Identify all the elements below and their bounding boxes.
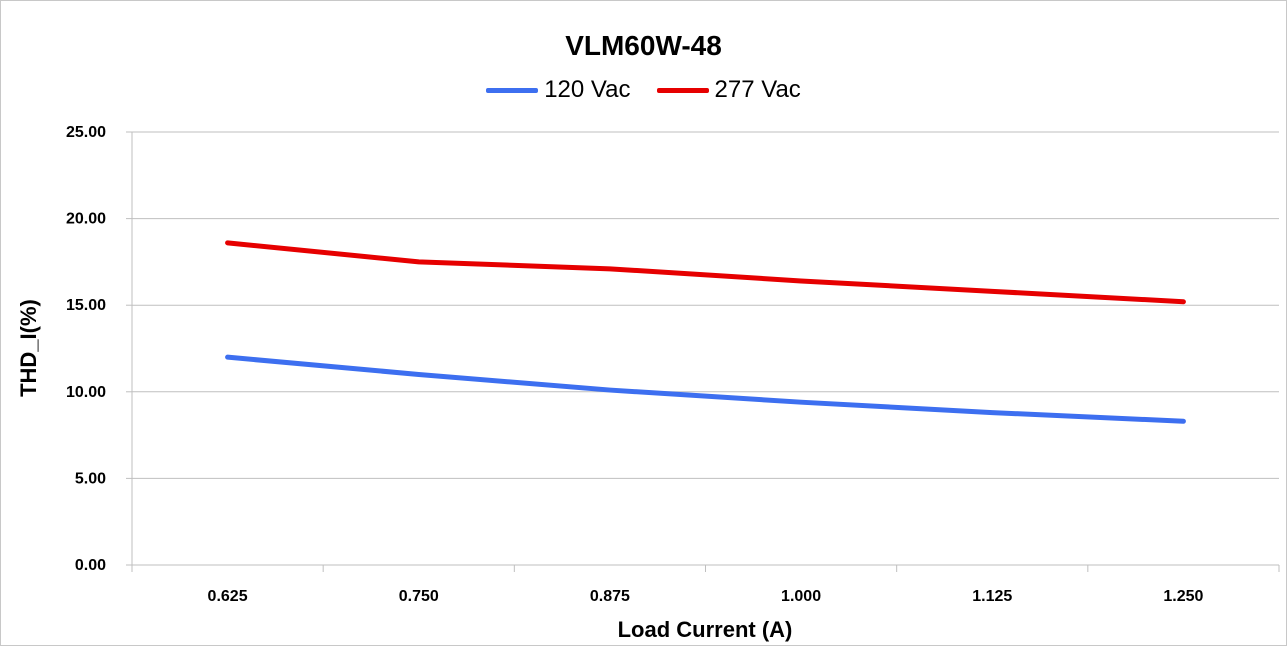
legend-label-277vac: 277 Vac — [714, 76, 801, 103]
legend-label-120vac: 120 Vac — [544, 76, 631, 103]
x-axis-label: Load Current (A) — [618, 617, 793, 642]
axes: 0.00 5.00 10.00 15.00 20.00 25.00 0.625 0.750 0.… — [66, 124, 1280, 605]
y-axis-label: THD_I(%) — [16, 299, 41, 397]
y-tick-label: 25.00 — [66, 124, 106, 141]
y-tick-label: 10.00 — [66, 384, 106, 401]
x-tick-label: 0.875 — [590, 588, 630, 605]
y-tick-label: 15.00 — [66, 297, 106, 314]
gridlines — [132, 131, 1279, 479]
series-line-277-vac — [225, 240, 1186, 305]
legend-item-277vac: 277 Vac — [656, 76, 801, 104]
series-lines — [225, 240, 1186, 424]
series-line-120-vac — [225, 354, 1186, 424]
x-tick-label: 1.000 — [781, 588, 821, 605]
x-tick-label: 1.250 — [1163, 588, 1203, 605]
x-tick-label: 0.750 — [399, 588, 439, 605]
legend-swatch-277vac — [656, 87, 709, 93]
x-tick-label: 0.625 — [208, 588, 248, 605]
legend-swatch-120vac — [486, 87, 539, 93]
chart-title: VLM60W-48 — [565, 30, 722, 61]
x-tick-label: 1.125 — [972, 588, 1012, 605]
chart-legend: 120 Vac 277 Vac — [0, 76, 1287, 104]
y-tick-label: 5.00 — [75, 470, 106, 487]
y-tick-label: 0.00 — [75, 557, 106, 574]
legend-item-120vac: 120 Vac — [486, 76, 631, 104]
y-tick-label: 20.00 — [66, 211, 106, 228]
